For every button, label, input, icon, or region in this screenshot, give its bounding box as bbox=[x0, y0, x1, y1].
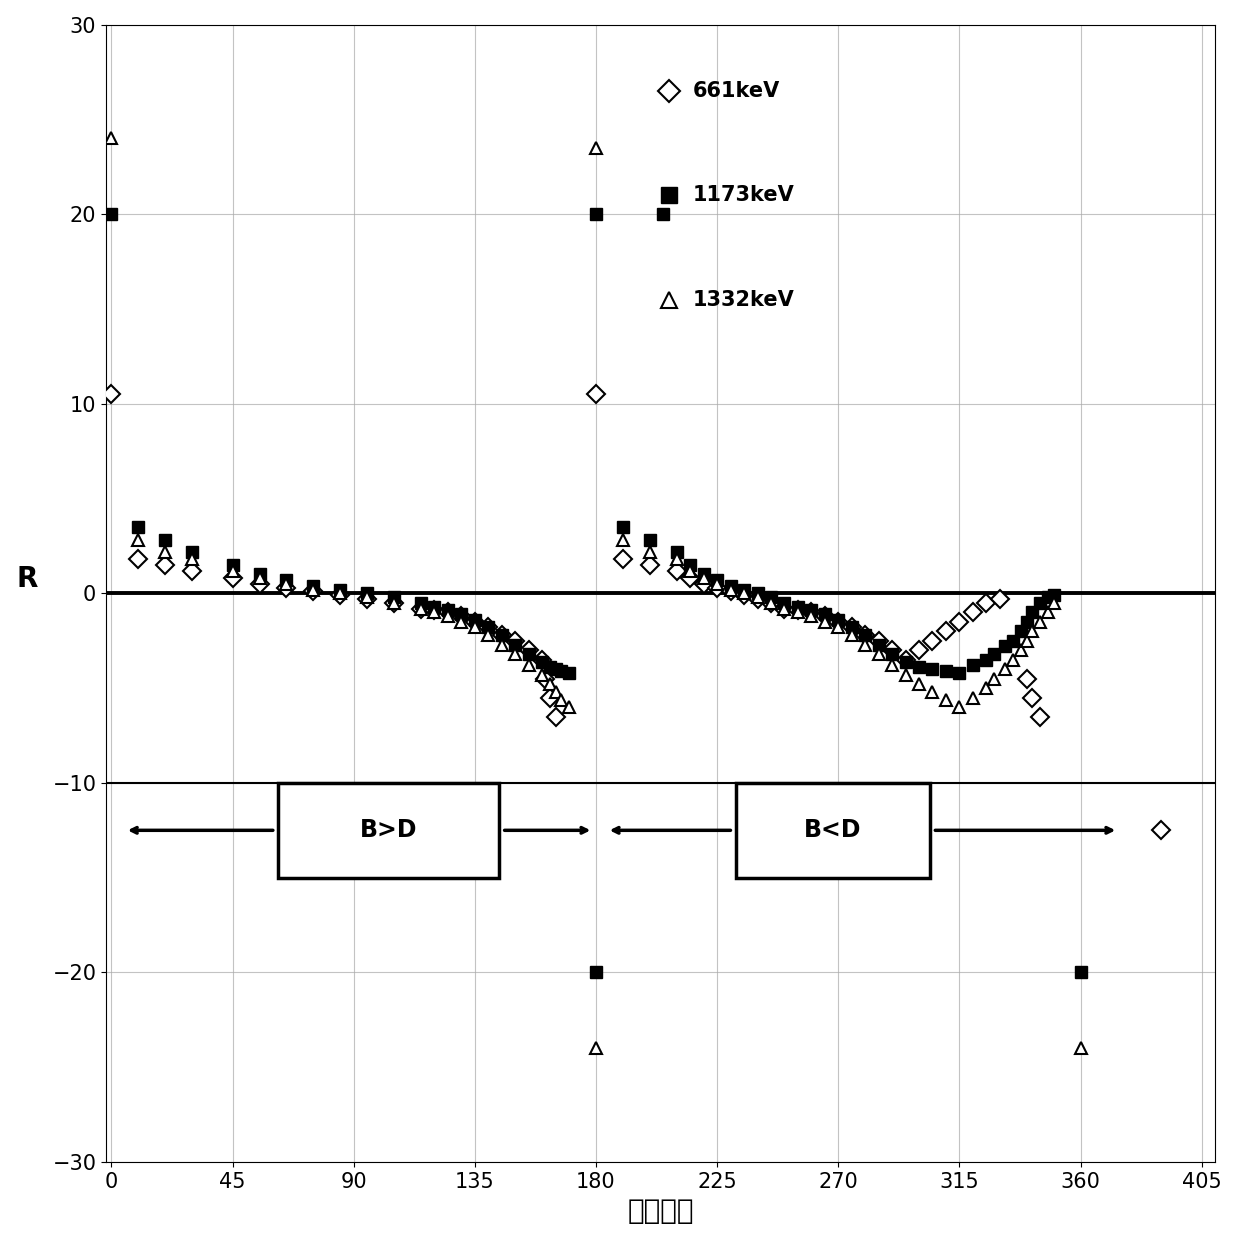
Y-axis label: R: R bbox=[16, 565, 38, 594]
Text: B<D: B<D bbox=[804, 818, 862, 842]
Bar bbox=[737, 782, 930, 878]
X-axis label: 入射角度: 入射角度 bbox=[627, 1197, 694, 1226]
Text: 661keV: 661keV bbox=[693, 81, 780, 101]
Text: B>D: B>D bbox=[360, 818, 418, 842]
Text: 1173keV: 1173keV bbox=[693, 185, 795, 205]
Bar bbox=[278, 782, 498, 878]
Text: 1332keV: 1332keV bbox=[693, 289, 795, 309]
